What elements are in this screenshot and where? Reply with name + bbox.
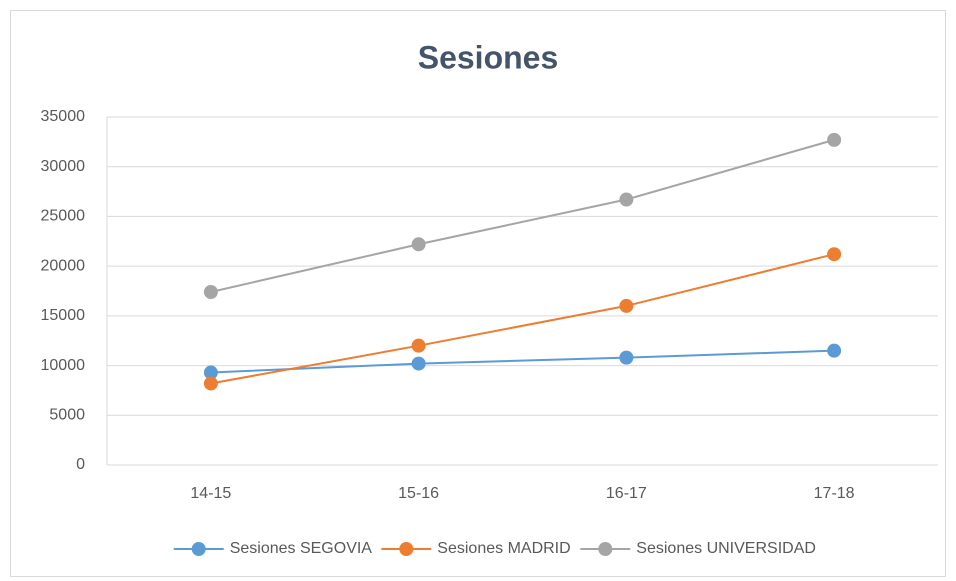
- point-marker: [619, 192, 634, 207]
- legend-label: Sesiones SEGOVIA: [230, 540, 373, 557]
- series-line: [210, 349, 835, 374]
- point-marker: [619, 350, 634, 365]
- point-marker: [619, 298, 634, 313]
- point-marker: [827, 132, 842, 147]
- x-tick-label: 15-16: [398, 485, 439, 502]
- chart-title: Sesiones: [418, 39, 559, 75]
- point-marker: [827, 247, 842, 262]
- point-marker: [411, 338, 426, 353]
- point-marker: [203, 376, 218, 391]
- series-line: [210, 138, 835, 293]
- legend-marker: [399, 542, 414, 556]
- legend-label: Sesiones UNIVERSIDAD: [636, 540, 816, 557]
- y-tick-label: 25000: [41, 208, 86, 225]
- legend-label: Sesiones MADRID: [437, 540, 570, 557]
- legend-marker: [598, 542, 613, 556]
- y-tick-label: 35000: [41, 108, 86, 125]
- point-marker: [411, 237, 426, 252]
- point-marker: [203, 284, 218, 299]
- y-tick-label: 20000: [41, 257, 86, 274]
- y-tick-label: 10000: [41, 357, 86, 374]
- y-tick-label: 15000: [41, 307, 86, 324]
- x-tick-label: 16-17: [606, 485, 647, 502]
- point-marker: [411, 356, 426, 371]
- legend-marker: [191, 542, 206, 556]
- point-marker: [827, 343, 842, 358]
- x-tick-label: 14-15: [190, 485, 231, 502]
- y-tick-label: 0: [76, 456, 85, 473]
- x-tick-label: 17-18: [814, 485, 855, 502]
- point-marker: [203, 365, 218, 380]
- y-tick-label: 30000: [41, 158, 86, 175]
- chart-frame: [10, 10, 946, 577]
- y-tick-label: 5000: [49, 407, 85, 424]
- series-line: [210, 253, 835, 385]
